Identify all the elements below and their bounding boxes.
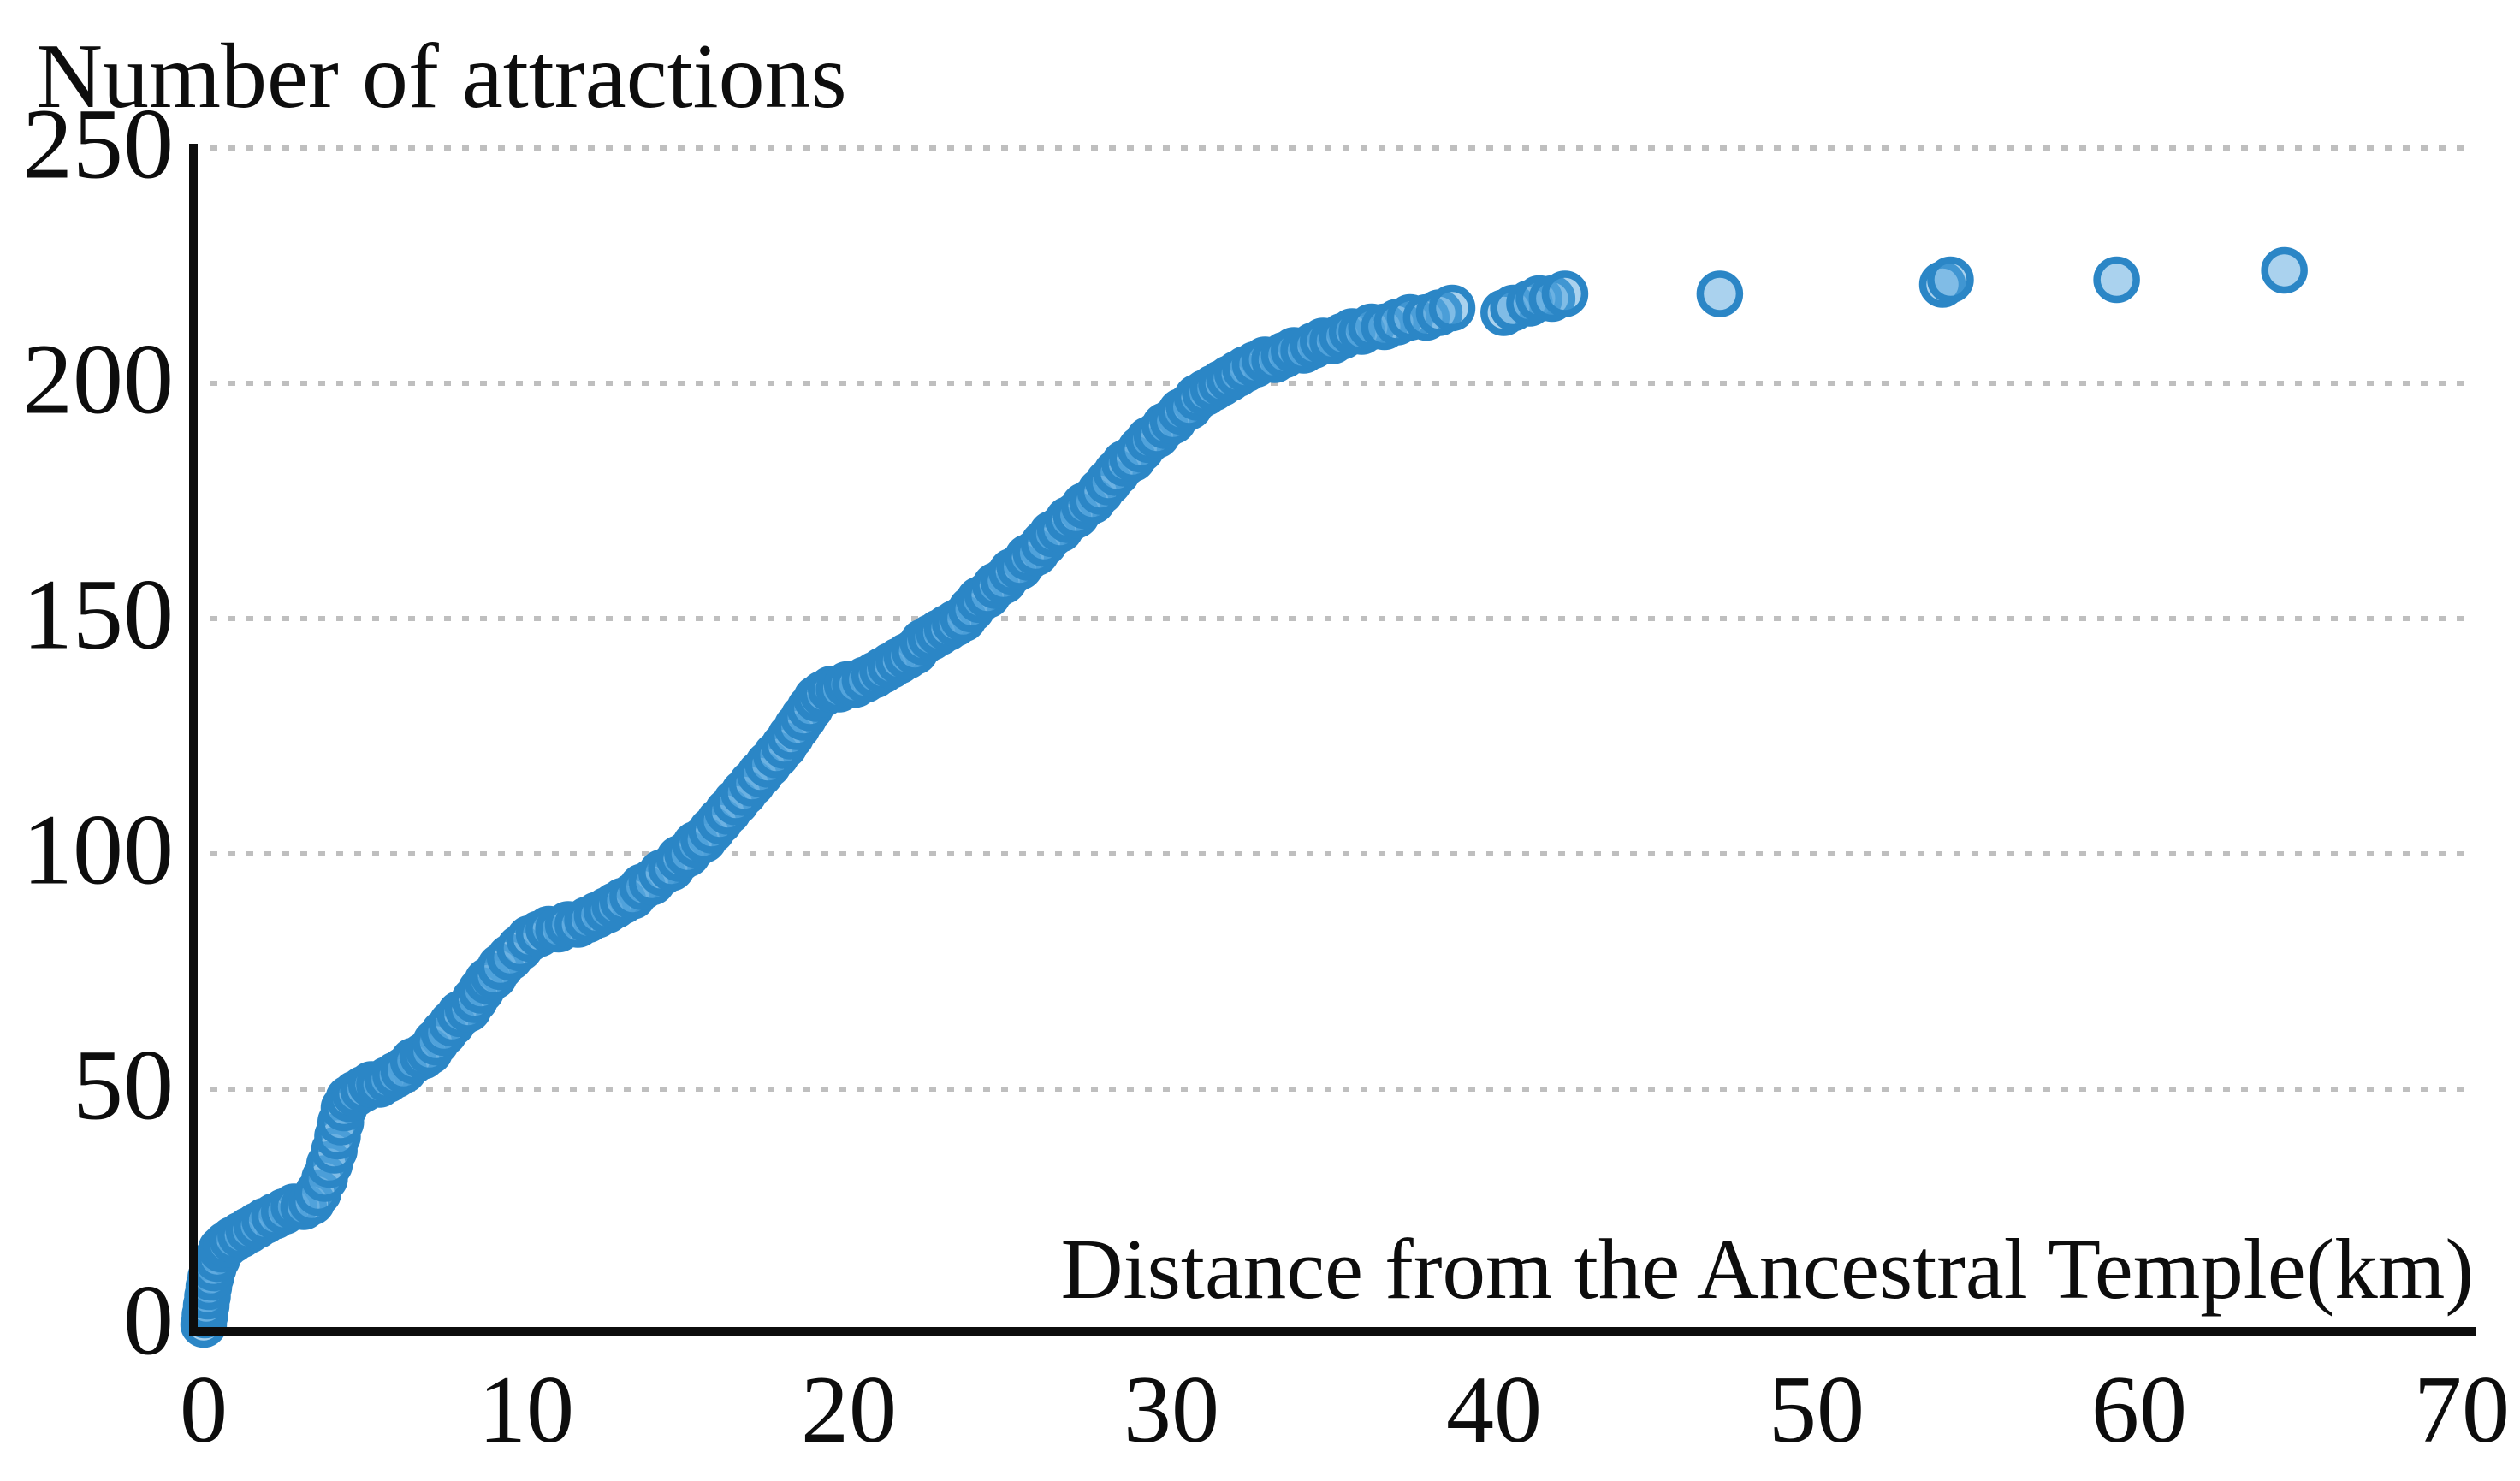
y-tick-label-0: 0: [123, 1264, 174, 1377]
y-tick-label-250: 250: [22, 87, 174, 200]
axes: [189, 144, 2476, 1336]
data-point: [1541, 270, 1589, 317]
y-tick-label-50: 50: [73, 1028, 174, 1141]
x-tick-label-10: 10: [478, 1357, 574, 1463]
data-points: [180, 246, 2308, 1348]
data-point: [2093, 256, 2140, 304]
y-tick-label-150: 150: [22, 558, 174, 671]
x-axis-title: Distance from the Ancestral Temple(km): [1060, 1221, 2474, 1317]
x-tick-label-20: 20: [801, 1357, 897, 1463]
x-tick-label-50: 50: [1769, 1357, 1865, 1463]
x-tick-label-40: 40: [1446, 1357, 1542, 1463]
x-tick-label-60: 60: [2091, 1357, 2187, 1463]
data-point: [1696, 270, 1744, 317]
x-tick-label-30: 30: [1124, 1357, 1219, 1463]
x-tick-label-70: 70: [2414, 1357, 2510, 1463]
data-point: [2261, 246, 2308, 294]
y-axis-title: Number of attractions: [36, 26, 847, 127]
y-tick-label-100: 100: [22, 793, 174, 906]
data-point: [1927, 256, 1974, 304]
y-tick-label-200: 200: [22, 323, 174, 435]
data-point: [1428, 284, 1476, 332]
x-tick-label-0: 0: [180, 1357, 228, 1463]
